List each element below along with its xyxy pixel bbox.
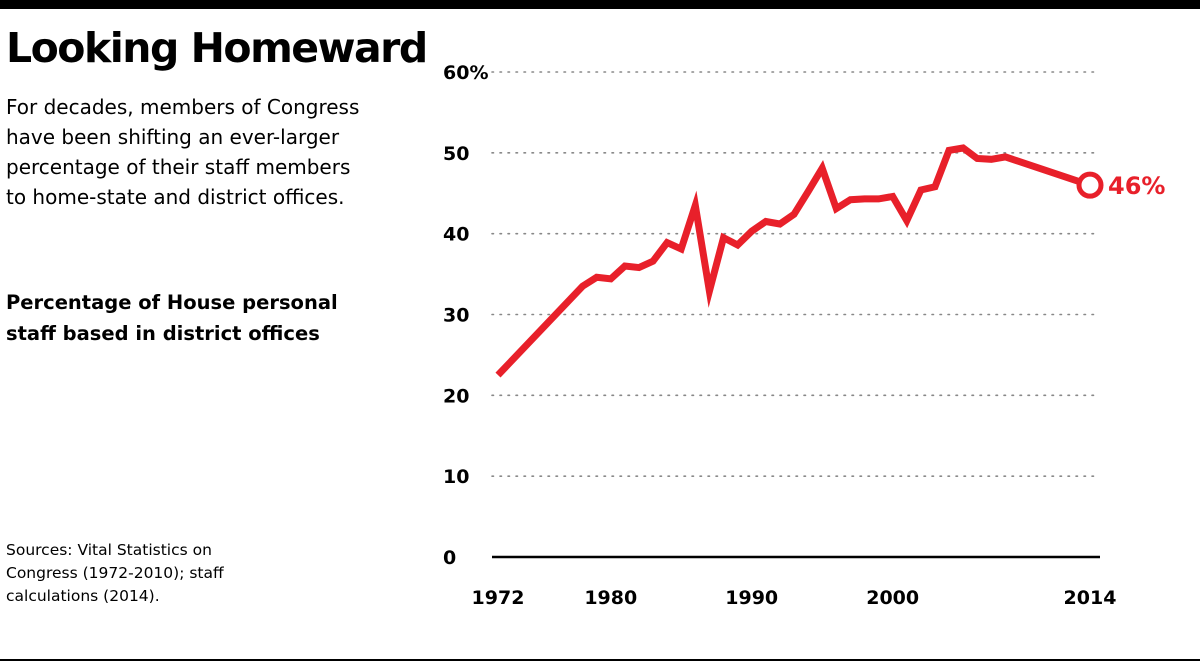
data-point	[650, 258, 657, 265]
bottom-rule	[0, 659, 1200, 661]
x-tick-label: 2014	[1064, 587, 1117, 609]
data-point	[903, 217, 910, 224]
data-point	[946, 147, 953, 154]
data-point	[889, 193, 896, 200]
x-tick-label: 1980	[584, 587, 637, 609]
data-point	[635, 264, 642, 271]
data-point	[1002, 153, 1009, 160]
data-point	[875, 195, 882, 202]
x-axis-ticks: 1972 1980 1990 2000 2014	[472, 587, 1117, 609]
data-point	[791, 211, 798, 218]
source-note: Sources: Vital Statistics on Congress (1…	[6, 541, 224, 605]
data-point	[678, 246, 685, 253]
data-point	[706, 288, 713, 295]
data-point	[593, 274, 600, 281]
y-tick-label: 10	[443, 466, 469, 488]
data-point	[847, 196, 854, 203]
data-point	[607, 275, 614, 282]
y-tick-label: 20	[443, 385, 469, 407]
data-point	[861, 195, 868, 202]
end-point-marker	[1076, 171, 1104, 199]
end-value-label: 46%	[1108, 172, 1165, 200]
data-point	[931, 183, 938, 190]
data-point	[621, 263, 628, 270]
gridlines	[491, 71, 1101, 559]
data-point	[762, 218, 769, 225]
data-point	[988, 156, 995, 163]
data-point	[805, 188, 812, 195]
data-point	[960, 144, 967, 151]
y-tick-label: 0	[443, 547, 456, 569]
dek-text: For decades, members of Congress have be…	[6, 95, 360, 209]
data-point	[734, 241, 741, 248]
y-tick-label: 30	[443, 305, 469, 327]
top-rule	[0, 0, 1200, 9]
data-point	[819, 165, 826, 172]
x-tick-label: 1990	[725, 587, 778, 609]
data-point	[776, 220, 783, 227]
data-point	[748, 228, 755, 235]
y-tick-label: 40	[443, 224, 469, 246]
data-point	[720, 234, 727, 241]
data-point	[579, 283, 586, 290]
series-line	[495, 144, 1092, 378]
chart-subtitle: Percentage of House personal staff based…	[6, 291, 338, 345]
data-point	[833, 205, 840, 212]
x-tick-label: 2000	[866, 587, 919, 609]
y-tick-label: 60%	[443, 62, 488, 84]
data-point	[692, 202, 699, 209]
series-layer: 46%	[495, 144, 1165, 379]
data-point	[664, 239, 671, 246]
page-title: Looking Homeward	[6, 24, 428, 72]
y-axis-ticks: 0 10 20 30 40 50 60%	[443, 62, 488, 569]
data-point	[974, 155, 981, 162]
y-tick-label: 50	[443, 143, 469, 165]
x-tick-label: 1972	[472, 587, 525, 609]
data-point	[495, 372, 502, 379]
data-point	[917, 187, 924, 194]
